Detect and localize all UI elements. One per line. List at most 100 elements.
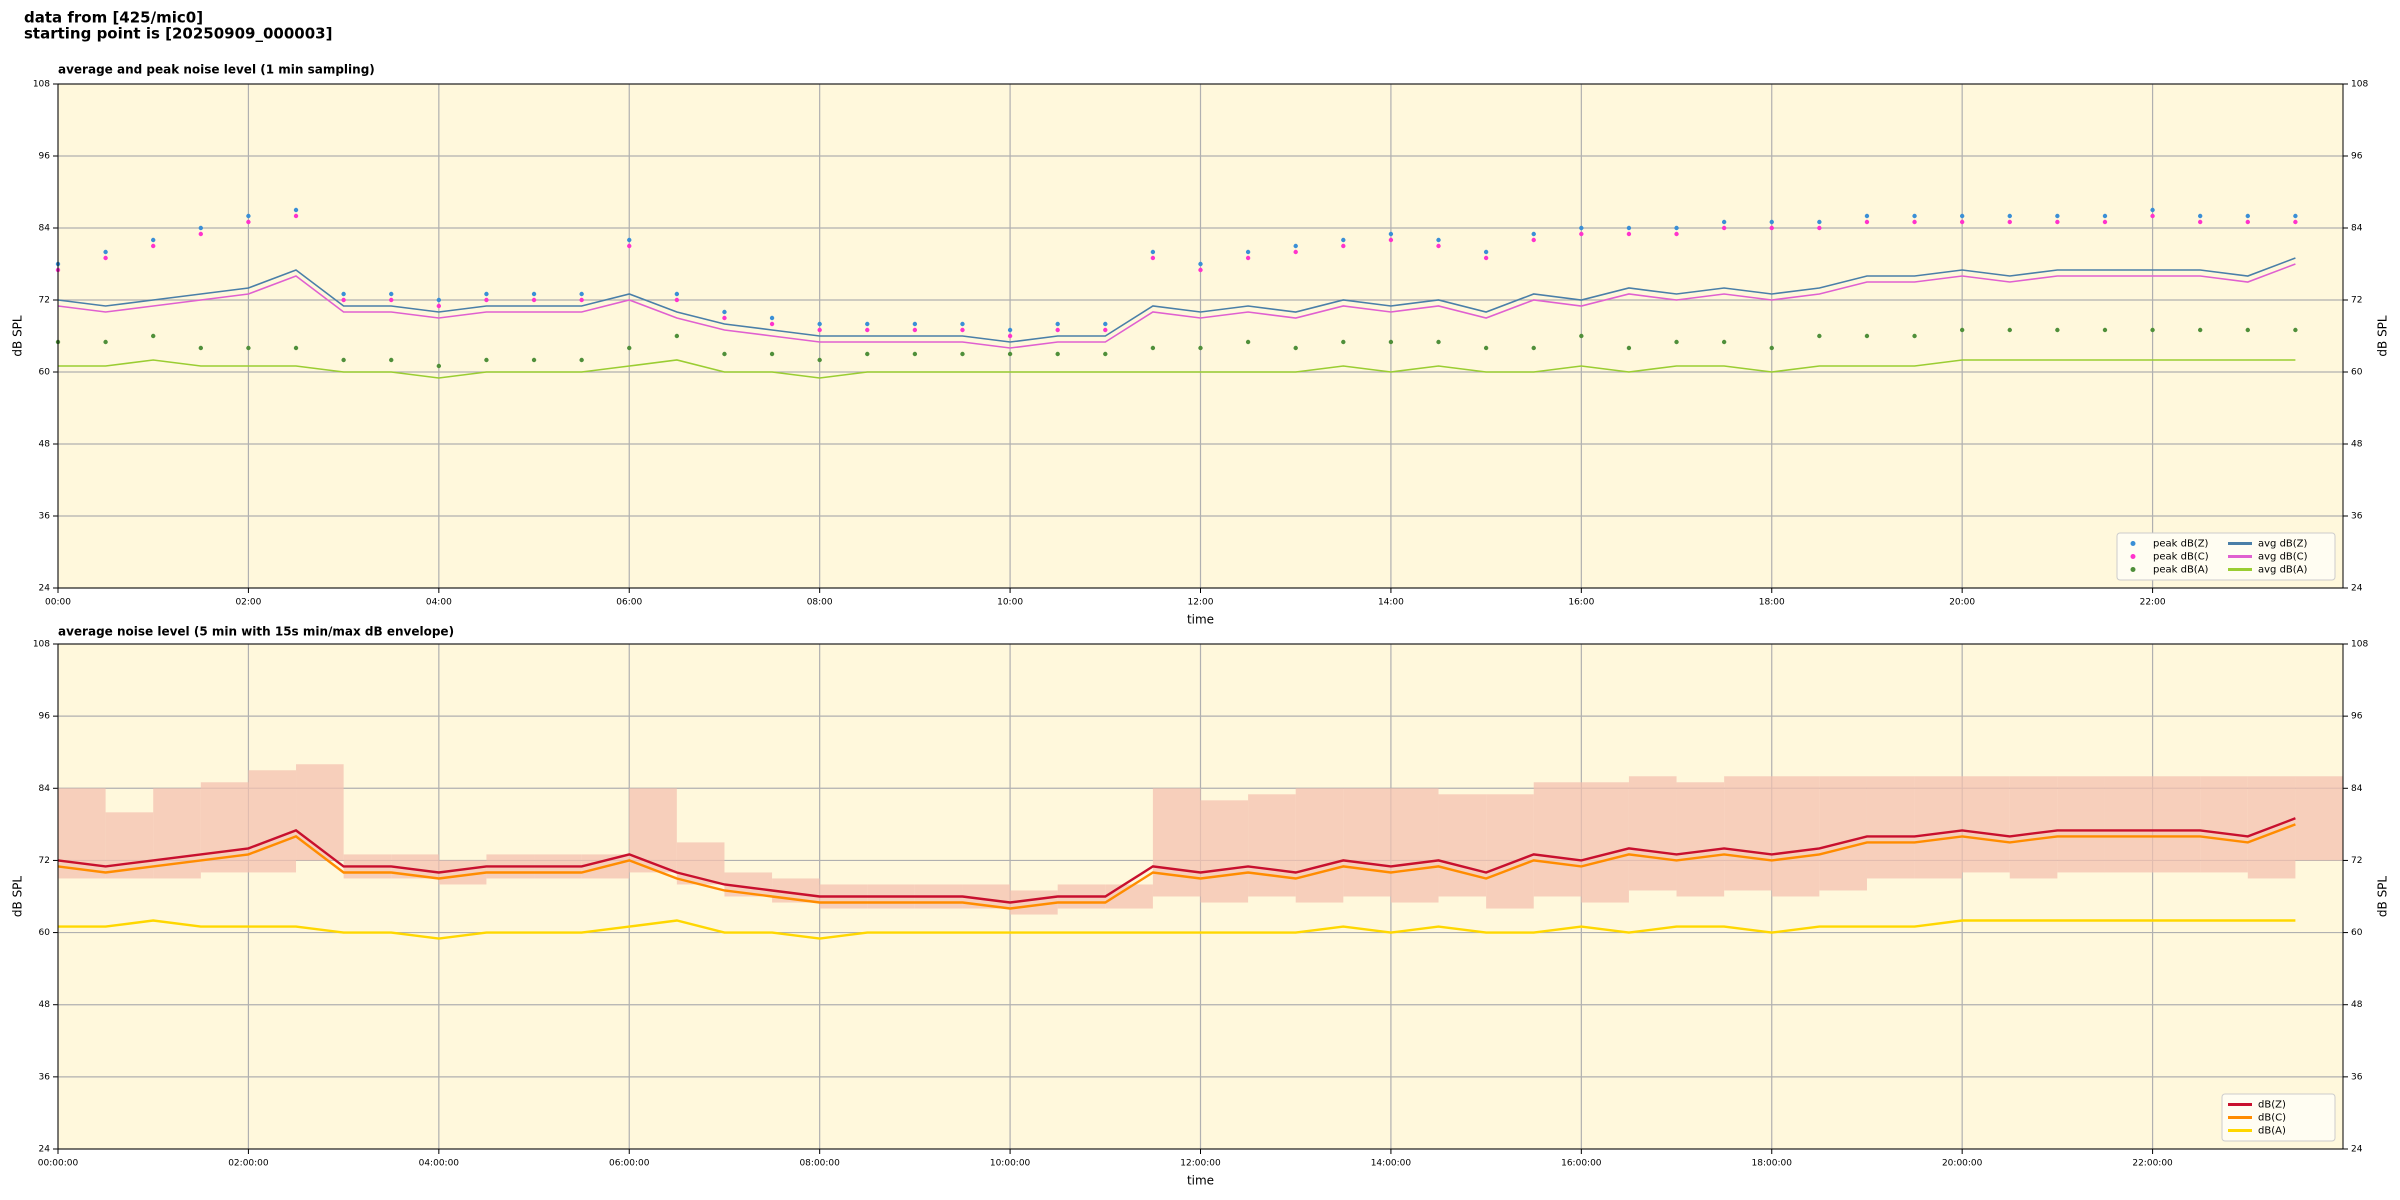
y-tick-label: 84 <box>39 784 51 794</box>
y-tick-label: 84 <box>39 224 51 234</box>
peak-dot <box>722 309 727 315</box>
legend-label: dB(A) <box>2258 1126 2286 1137</box>
peak-dot <box>1483 249 1489 255</box>
peak-dot <box>912 351 918 357</box>
peak-dot <box>436 297 442 303</box>
peak-dot <box>1864 213 1870 219</box>
y-tick-label: 24 <box>2351 584 2363 594</box>
peak-dot <box>2055 219 2060 225</box>
peak-dot <box>103 255 108 261</box>
peak-dot <box>579 297 584 303</box>
y-tick-label: 108 <box>2351 640 2368 650</box>
x-tick-label: 20:00 <box>1949 598 1975 608</box>
peak-dot <box>484 291 489 297</box>
peak-dot <box>2150 327 2155 333</box>
peak-dot <box>246 213 251 219</box>
peak-dot <box>912 327 918 333</box>
y-tick-label: 72 <box>2351 856 2362 866</box>
envelope-band <box>1628 776 1677 891</box>
y-tick-label: 48 <box>39 440 51 450</box>
peak-dot <box>1388 237 1394 243</box>
series-line <box>58 919 2296 940</box>
peak-dot <box>436 303 442 309</box>
envelope-band <box>2104 776 2153 873</box>
envelope-band <box>1390 788 1439 903</box>
peak-dot <box>1531 237 1536 243</box>
peak-dot <box>2245 213 2250 219</box>
envelope-band <box>1866 776 1915 879</box>
peak-dot <box>246 219 251 225</box>
peak-dot <box>1293 249 1298 255</box>
peak-dot <box>1769 225 1774 231</box>
y-tick-label: 72 <box>39 296 50 306</box>
peak-dot <box>1626 225 1632 231</box>
y-tick-label: 108 <box>33 80 50 90</box>
legend-label: avg dB(C) <box>2258 552 2308 563</box>
peak-dot <box>1817 225 1822 231</box>
peak-dot <box>484 357 489 363</box>
envelope-band <box>1914 776 1963 879</box>
peak-dot <box>1341 237 1346 243</box>
peak-dot <box>769 351 775 357</box>
series-line <box>57 823 2296 910</box>
peak-dot <box>389 297 394 303</box>
peak-dot <box>436 363 442 369</box>
peak-dot <box>1150 249 1156 255</box>
envelope-band <box>296 764 344 861</box>
peak-dot <box>151 237 156 243</box>
y-tick-label: 24 <box>2351 1145 2363 1155</box>
envelope-band <box>1581 782 1629 903</box>
peak-dot <box>2055 327 2060 333</box>
peak-dot <box>960 327 965 333</box>
peak-dot <box>1388 339 1394 345</box>
y-axis-label: dB SPL <box>2376 315 2390 357</box>
x-axis-label: time <box>1187 1174 1214 1188</box>
peak-dot <box>865 327 870 333</box>
legend-box <box>2116 532 2336 581</box>
peak-dot <box>1293 345 1298 351</box>
peak-dot <box>2245 219 2250 225</box>
peak-dot <box>198 345 204 351</box>
peak-dot <box>1579 231 1584 237</box>
peak-dot <box>246 345 251 351</box>
peak-dot <box>1721 225 1727 231</box>
x-tick-label: 10:00 <box>997 598 1023 608</box>
peak-dot <box>960 351 965 357</box>
peak-dot <box>151 243 156 249</box>
envelope-band <box>1438 794 1487 897</box>
peak-dot <box>1245 255 1251 261</box>
x-tick-label: 12:00 <box>1188 598 1214 608</box>
peak-dot <box>1293 243 1298 249</box>
peak-dot <box>293 207 299 213</box>
peak-dot <box>1436 243 1441 249</box>
y-tick-label: 96 <box>39 712 51 722</box>
x-axis-label: time <box>1187 613 1214 627</box>
x-tick-label: 08:00 <box>807 598 833 608</box>
peak-dot <box>2102 213 2108 219</box>
x-tick-label: 16:00:00 <box>1561 1159 1602 1169</box>
x-tick-label: 12:00:00 <box>1180 1159 1221 1169</box>
y-tick-label: 24 <box>39 584 51 594</box>
peak-dot <box>1626 231 1632 237</box>
peak-dot <box>1150 255 1156 261</box>
peak-dot <box>1959 213 1965 219</box>
peak-dot <box>960 321 965 327</box>
y-tick-label: 48 <box>39 1000 51 1010</box>
peak-dot <box>389 357 394 363</box>
x-tick-label: 18:00:00 <box>1752 1159 1793 1169</box>
legend-label: avg dB(A) <box>2258 565 2308 576</box>
envelope-band <box>1819 776 1867 891</box>
peak-dot <box>769 315 775 321</box>
peak-dot <box>1103 351 1108 357</box>
y-tick-label: 48 <box>2351 1000 2363 1010</box>
peak-dot <box>627 237 632 243</box>
x-tick-label: 22:00 <box>2140 598 2166 608</box>
peak-dot <box>1626 345 1632 351</box>
peak-dot <box>1531 345 1536 351</box>
y-tick-label: 60 <box>39 928 51 938</box>
peak-dot <box>1579 225 1584 231</box>
x-tick-label: 16:00 <box>1568 598 1594 608</box>
peak-dot <box>2150 207 2155 213</box>
x-tick-label: 06:00 <box>616 598 642 608</box>
legend-swatch <box>2130 567 2136 572</box>
